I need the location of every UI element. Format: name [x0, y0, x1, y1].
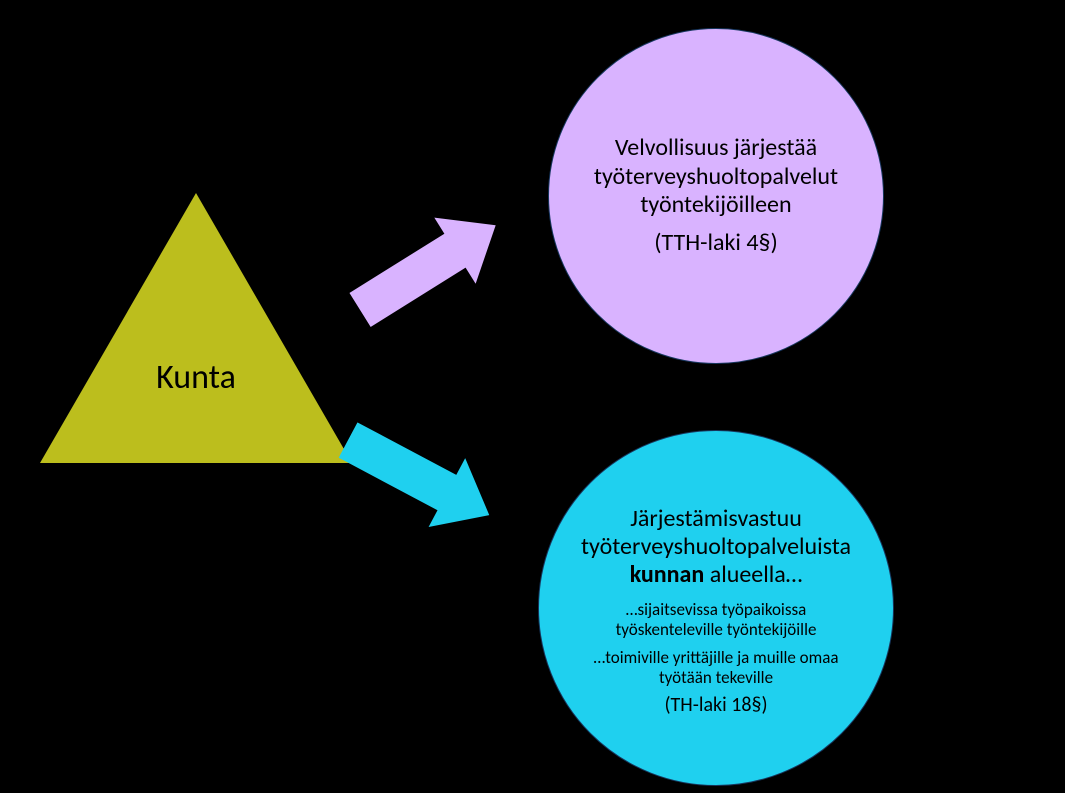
circle-top-line-0: Velvollisuus järjestää — [549, 134, 883, 162]
circle-bottom-line-2: kunnan alueella… — [539, 561, 893, 589]
circle-bottom: Järjestämisvastuutyöterveyshuoltopalvelu… — [538, 430, 894, 786]
circle-bottom-line-1: työterveyshuoltopalveluista — [539, 533, 893, 561]
circle-bottom-line-4: työskenteleville työntekijöille — [539, 620, 893, 640]
circle-bottom-line-5: …toimiville yrittäjille ja muille omaa — [539, 648, 893, 668]
circle-bottom-line-0: Järjestämisvastuu — [539, 505, 893, 533]
circle-bottom-line-7: (TH-laki 18§) — [539, 694, 893, 718]
circle-top-line-2: työntekijöilleen — [549, 191, 883, 219]
circle-bottom-line-3: …sijaitsevissa työpaikoissa — [539, 600, 893, 620]
arrow-top — [339, 192, 516, 343]
triangle-label: Kunta — [40, 357, 352, 398]
circle-top-line-3: (TTH-laki 4§) — [549, 229, 883, 257]
arrow-bottom — [330, 406, 508, 550]
circle-bottom-line-6: työtään tekeville — [539, 668, 893, 688]
circle-top: Velvollisuus järjestäätyöterveyshuoltopa… — [548, 28, 884, 364]
kunta-triangle: Kunta — [40, 190, 352, 463]
triangle-shape — [40, 190, 352, 463]
diagram-stage: Kunta Velvollisuus järjestäätyöterveyshu… — [0, 0, 1065, 793]
circle-top-line-1: työterveyshuoltopalvelut — [549, 163, 883, 191]
